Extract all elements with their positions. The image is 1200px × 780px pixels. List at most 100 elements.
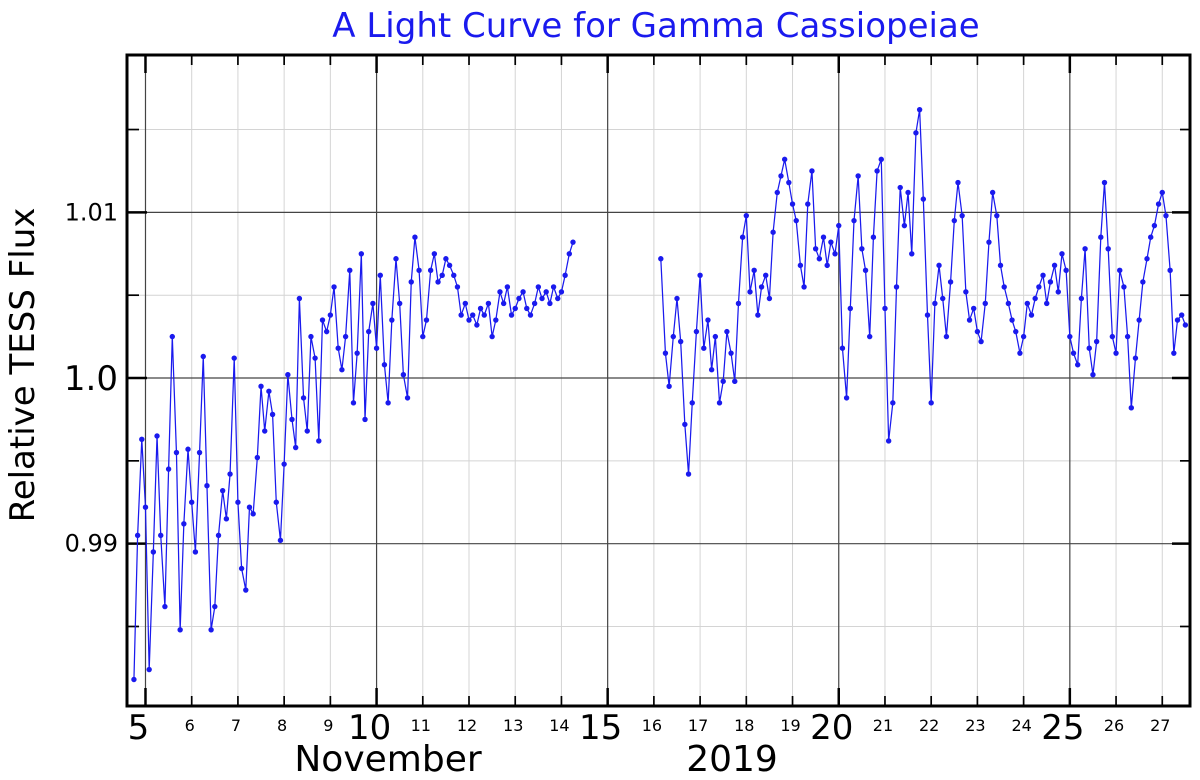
data-point bbox=[231, 355, 237, 361]
data-point bbox=[1163, 212, 1169, 219]
data-point bbox=[269, 411, 276, 418]
data-point bbox=[867, 333, 873, 340]
data-point bbox=[843, 395, 850, 401]
data-point bbox=[547, 300, 553, 307]
data-point bbox=[855, 173, 861, 179]
data-point bbox=[882, 305, 888, 312]
data-point bbox=[751, 267, 757, 274]
data-point bbox=[466, 317, 472, 323]
data-point bbox=[943, 333, 950, 340]
x-tick-label-major: 15 bbox=[579, 708, 622, 748]
data-point bbox=[366, 328, 372, 335]
data-point bbox=[905, 189, 911, 196]
data-point bbox=[354, 350, 360, 356]
data-point bbox=[1101, 179, 1108, 186]
data-point bbox=[312, 355, 318, 361]
data-point bbox=[1040, 272, 1046, 279]
data-point bbox=[1055, 289, 1061, 295]
data-point bbox=[458, 312, 464, 318]
data-point bbox=[342, 333, 349, 340]
data-point bbox=[1017, 350, 1023, 356]
x-tick-label-major: 25 bbox=[1041, 708, 1084, 748]
data-point bbox=[373, 345, 380, 351]
data-point bbox=[504, 284, 511, 290]
data-point bbox=[555, 295, 561, 302]
data-point bbox=[208, 627, 214, 633]
data-point bbox=[778, 173, 784, 179]
data-point bbox=[1132, 355, 1139, 361]
data-point bbox=[524, 305, 530, 312]
data-point bbox=[1136, 317, 1142, 323]
data-point bbox=[165, 466, 172, 472]
x-tick-label-minor: 27 bbox=[1150, 716, 1170, 735]
data-point bbox=[289, 416, 295, 423]
data-point bbox=[189, 499, 195, 505]
x-tick-label-minor: 24 bbox=[1011, 716, 1031, 735]
y-tick-label: 1.01 bbox=[65, 198, 118, 226]
x-tick-label-minor: 7 bbox=[231, 716, 241, 735]
data-point bbox=[277, 537, 284, 544]
data-point bbox=[658, 256, 664, 262]
x-tick-label-major: 5 bbox=[128, 708, 150, 748]
data-point bbox=[177, 627, 183, 633]
data-point bbox=[959, 212, 965, 219]
data-point bbox=[227, 471, 233, 477]
data-point bbox=[527, 312, 534, 318]
data-point bbox=[451, 272, 457, 279]
data-point bbox=[966, 317, 973, 323]
data-point bbox=[200, 353, 206, 360]
data-point bbox=[662, 350, 669, 356]
data-point bbox=[570, 239, 576, 245]
data-point bbox=[327, 312, 334, 318]
data-point bbox=[978, 338, 984, 345]
data-point bbox=[238, 565, 245, 572]
data-point bbox=[385, 400, 391, 406]
data-point bbox=[292, 444, 299, 451]
data-point bbox=[1109, 333, 1116, 340]
data-point bbox=[1140, 279, 1146, 285]
data-point bbox=[347, 267, 353, 274]
x-tick-label-minor: 19 bbox=[780, 716, 800, 735]
data-point bbox=[420, 333, 426, 340]
data-point bbox=[300, 395, 307, 401]
x-tick-label-minor: 6 bbox=[185, 716, 195, 735]
data-point bbox=[285, 372, 291, 378]
data-point bbox=[400, 372, 407, 378]
data-point bbox=[1098, 234, 1104, 240]
data-point bbox=[909, 251, 915, 257]
data-point bbox=[701, 345, 707, 351]
data-point bbox=[535, 284, 542, 290]
data-point bbox=[916, 106, 923, 113]
data-point bbox=[539, 295, 545, 302]
data-point bbox=[774, 189, 780, 196]
data-point bbox=[281, 461, 287, 467]
data-point bbox=[947, 279, 954, 285]
data-point bbox=[266, 388, 272, 394]
data-point bbox=[666, 383, 672, 389]
data-point bbox=[820, 234, 827, 240]
data-point bbox=[847, 305, 853, 312]
data-point bbox=[558, 289, 565, 295]
data-point bbox=[304, 428, 310, 434]
x-axis-label: November bbox=[294, 739, 481, 780]
data-point bbox=[851, 217, 857, 224]
x-tick-label-minor: 8 bbox=[277, 716, 287, 735]
data-point bbox=[1128, 405, 1135, 411]
data-point bbox=[997, 262, 1004, 269]
data-point bbox=[989, 189, 996, 196]
data-point bbox=[339, 367, 345, 373]
data-point bbox=[885, 438, 892, 444]
data-point bbox=[1182, 322, 1189, 328]
data-point bbox=[793, 217, 799, 224]
data-point bbox=[258, 383, 264, 389]
data-point bbox=[728, 350, 734, 356]
data-point bbox=[154, 433, 160, 439]
data-point bbox=[824, 262, 830, 269]
data-point bbox=[674, 295, 680, 302]
data-point bbox=[331, 284, 337, 290]
data-point bbox=[446, 262, 453, 269]
data-point bbox=[816, 256, 823, 262]
data-point bbox=[531, 300, 538, 307]
data-point bbox=[693, 328, 700, 335]
